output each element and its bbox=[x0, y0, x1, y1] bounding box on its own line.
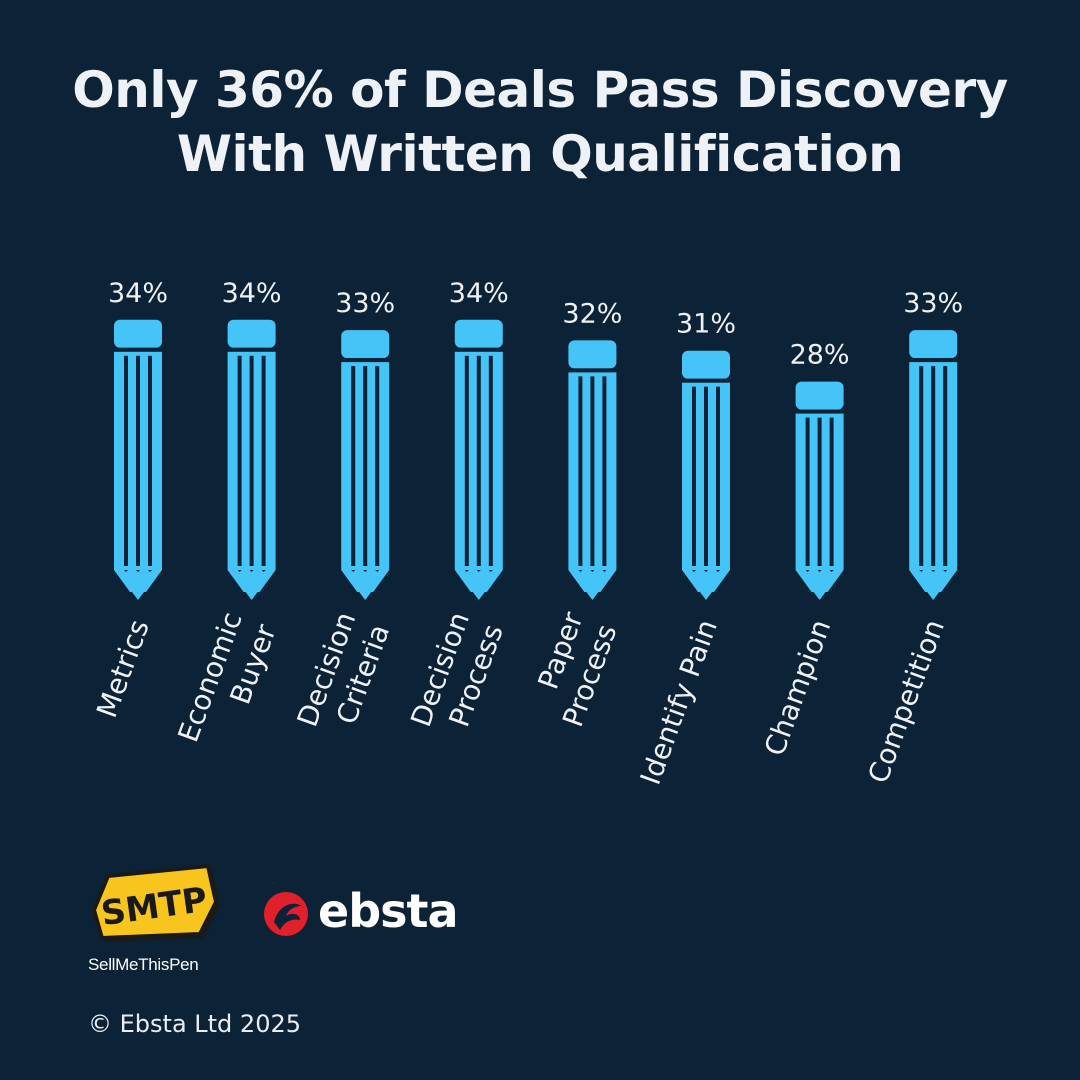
pencil-groove bbox=[602, 376, 607, 566]
pencil-lead bbox=[472, 592, 485, 600]
value-label-4: 34% bbox=[449, 278, 509, 309]
pencil-bar-2 bbox=[227, 319, 276, 600]
pencil-tip bbox=[227, 566, 276, 592]
pencil-groove bbox=[590, 376, 595, 566]
pencil-cap bbox=[909, 330, 958, 359]
pencil-groove bbox=[148, 355, 152, 566]
pencil-bar-6 bbox=[682, 350, 730, 600]
chart-title-line-2: With Written Qualification bbox=[176, 125, 904, 183]
pencil-groove bbox=[464, 355, 469, 566]
pencil-groove bbox=[476, 355, 481, 566]
pencil-groove bbox=[692, 386, 696, 566]
pencil-groove bbox=[136, 355, 140, 566]
copyright: © Ebsta Ltd 2025 bbox=[88, 1010, 301, 1038]
pencil-groove bbox=[931, 366, 936, 566]
category-label-6: Identify Pain bbox=[634, 615, 724, 789]
pencil-groove bbox=[805, 417, 810, 566]
category-label-line: Champion bbox=[758, 615, 838, 760]
category-label-line: Competition bbox=[861, 615, 951, 787]
pencil-groove bbox=[817, 417, 822, 566]
pencil-tip bbox=[114, 566, 162, 592]
pencil-groove bbox=[124, 355, 128, 566]
pencil-tip bbox=[568, 566, 617, 592]
smtp-logo: SMTP bbox=[91, 863, 220, 942]
pencil-groove bbox=[249, 355, 254, 566]
category-label-line: Identify Pain bbox=[634, 615, 724, 789]
pencil-lead bbox=[245, 592, 258, 600]
pencil-groove bbox=[488, 355, 493, 566]
pencil-ferrule-gap bbox=[795, 409, 844, 414]
pencil-lead bbox=[132, 592, 144, 600]
pencil-ferrule-gap bbox=[227, 347, 276, 352]
category-label-1: Metrics bbox=[90, 615, 156, 722]
pencil-tip bbox=[909, 566, 958, 592]
pencil-ferrule-gap bbox=[909, 358, 958, 363]
pencil-bar-1 bbox=[114, 319, 162, 600]
pencil-ferrule-gap bbox=[454, 347, 503, 352]
value-label-5: 32% bbox=[562, 298, 622, 329]
pencil-cap bbox=[341, 330, 390, 359]
pencil-lead bbox=[586, 592, 599, 600]
pencil-tip bbox=[454, 566, 503, 592]
pencil-bar-4 bbox=[454, 319, 503, 600]
logos: SMTP bbox=[91, 863, 308, 942]
pencil-tip bbox=[795, 566, 844, 592]
value-label-2: 34% bbox=[222, 278, 282, 309]
ebsta-wordmark: ebsta bbox=[318, 884, 459, 938]
smtp-caption: SellMeThisPen bbox=[88, 955, 199, 974]
pencil-groove bbox=[351, 366, 356, 566]
chart-title: Only 36% of Deals Pass Discovery With Wr… bbox=[0, 58, 1080, 186]
pencil-bar-8 bbox=[909, 330, 958, 600]
pencil-groove bbox=[716, 386, 720, 566]
value-label-3: 33% bbox=[335, 288, 395, 319]
category-label-7: Champion bbox=[758, 615, 838, 760]
pencil-groove bbox=[237, 355, 242, 566]
pencil-groove bbox=[829, 417, 834, 566]
value-label-8: 33% bbox=[903, 288, 963, 319]
chart-title-line-1: Only 36% of Deals Pass Discovery bbox=[72, 61, 1008, 119]
pencil-groove bbox=[919, 366, 924, 566]
pencil-tip bbox=[341, 566, 390, 592]
pencil-ferrule-gap bbox=[682, 378, 730, 383]
pencil-lead bbox=[359, 592, 372, 600]
pencil-cap bbox=[227, 319, 276, 348]
value-label-6: 31% bbox=[676, 309, 736, 340]
category-label-line: Metrics bbox=[90, 615, 156, 722]
pencil-cap bbox=[795, 381, 844, 410]
pencil-cap bbox=[114, 319, 162, 348]
ebsta-bird-icon bbox=[264, 892, 308, 936]
pencil-ferrule-gap bbox=[568, 368, 617, 373]
pencil-ferrule-gap bbox=[114, 347, 162, 352]
pencil-cap bbox=[454, 319, 503, 348]
pencil-bar-3 bbox=[341, 330, 390, 600]
pencil-groove bbox=[363, 366, 368, 566]
pencil-bar-5 bbox=[568, 340, 617, 600]
pencil-ferrule-gap bbox=[341, 358, 390, 363]
pencil-tip bbox=[682, 566, 730, 592]
pencil-lead bbox=[813, 592, 826, 600]
pencil-lead bbox=[700, 592, 712, 600]
pencil-lead bbox=[927, 592, 940, 600]
value-label-1: 34% bbox=[108, 278, 168, 309]
pencil-groove bbox=[943, 366, 948, 566]
pencil-cap bbox=[682, 350, 730, 379]
pencil-groove bbox=[375, 366, 380, 566]
pencil-groove bbox=[578, 376, 583, 566]
pencil-groove bbox=[704, 386, 708, 566]
category-label-8: Competition bbox=[861, 615, 951, 787]
value-label-7: 28% bbox=[790, 340, 850, 371]
pencil-bar-7 bbox=[795, 381, 844, 600]
pencil-groove bbox=[261, 355, 266, 566]
pencil-cap bbox=[568, 340, 617, 369]
